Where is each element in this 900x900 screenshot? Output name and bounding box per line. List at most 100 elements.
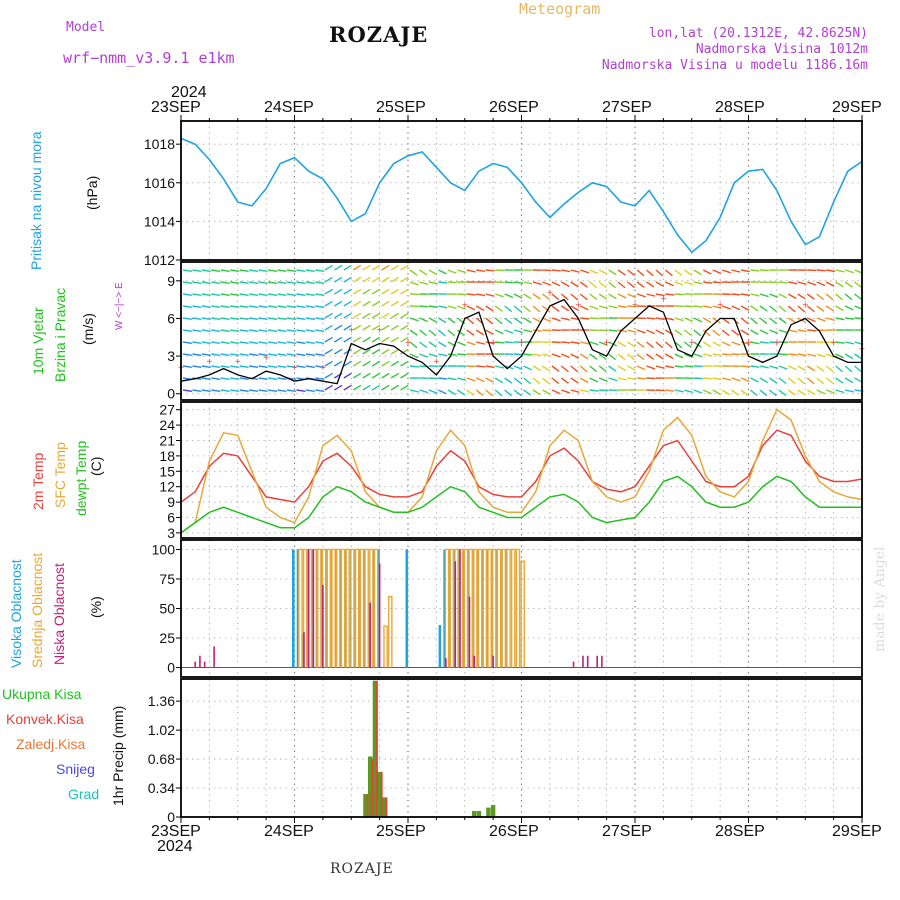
wind-arrow (438, 353, 448, 357)
wind-gust-mark: + (604, 338, 610, 349)
wind-arrow (438, 269, 447, 275)
wind-arrow (333, 300, 343, 307)
wind-arrow (239, 389, 249, 393)
year-bottom: 2024 (157, 838, 193, 855)
wind-arrow (258, 317, 268, 321)
wind-arrow (665, 293, 675, 296)
wind-arrow (844, 389, 855, 393)
wind-arrow (835, 341, 845, 344)
wind-arrow (296, 293, 306, 297)
wind-arrow (268, 341, 278, 345)
wind-arrow (428, 281, 438, 285)
low-cloud-bar (322, 584, 324, 668)
mid-cloud-bar (492, 548, 497, 668)
wind-arrow (750, 269, 760, 272)
y-tick-label: 15 (159, 463, 175, 479)
wind-arrow (438, 317, 447, 324)
wind-arrow (466, 269, 476, 273)
wind-arrow (560, 365, 569, 373)
wind-arrow (589, 365, 598, 373)
wind-arrow (598, 377, 608, 382)
wind-arrow (362, 264, 371, 271)
wind-arrow (211, 365, 221, 369)
wind-arrow (268, 389, 278, 393)
date-bottom-4: 27SEP (602, 823, 652, 840)
wind-arrow (570, 281, 579, 288)
coordinates: lon,lat (20.1312E, 42.8625N) (648, 26, 868, 41)
wind-arrow (286, 281, 297, 285)
wind-arrow (343, 336, 352, 343)
wind-arrow (296, 329, 306, 333)
wind-arrow (192, 353, 202, 357)
wind-arrow (286, 353, 297, 357)
wind-arrow (495, 341, 505, 344)
wind-arrow (494, 317, 503, 325)
wind-arrow (296, 269, 306, 273)
wind-arrow (286, 269, 297, 273)
wind-arrow (371, 276, 381, 283)
wind-arrow (457, 353, 467, 356)
wind-arrow (589, 389, 599, 392)
wind-arrow (768, 317, 777, 325)
low-cloud-bar (473, 655, 476, 668)
wind-arrow (523, 389, 532, 396)
mid-cloud-bar (473, 548, 478, 668)
wind-arrow (560, 305, 570, 312)
wind-arrow (712, 281, 722, 284)
wind-arrow (268, 281, 278, 285)
wind-arrow (721, 329, 730, 337)
wind-arrow (674, 269, 683, 276)
wind-arrow (778, 281, 788, 284)
wind-arrow (315, 293, 325, 297)
wind-arrow (371, 336, 381, 343)
high-cloud-bar (462, 549, 465, 668)
wind-arrow (702, 341, 712, 348)
wind-arrow (693, 341, 702, 348)
wind-arrow (315, 353, 325, 357)
wind-arrow (466, 329, 475, 336)
y-tick-label: 1014 (144, 213, 175, 229)
wind-arrow (787, 377, 796, 385)
wind-arrow (683, 341, 692, 349)
wind-arrow (371, 300, 381, 307)
wind-arrow (315, 281, 325, 285)
wind-arrow (438, 305, 448, 309)
wind-speed-line (180, 298, 862, 385)
wind-arrow (277, 341, 287, 345)
wind-arrow (220, 377, 230, 381)
wind-arrow (400, 288, 409, 295)
wind-gust-mark: + (746, 338, 752, 349)
wind-arrow (249, 269, 259, 273)
wind-arrow (239, 317, 249, 321)
wind-arrow (447, 377, 457, 381)
wind-arrow (532, 293, 541, 300)
wind-arrow (797, 377, 806, 385)
wind-arrow (201, 281, 211, 285)
mid-cloud-bar (506, 548, 511, 668)
wind-arrow (523, 281, 533, 285)
wind-arrow (627, 377, 637, 381)
wind-arrow (400, 336, 409, 343)
wind-arrow (797, 353, 807, 357)
wind-arrow (268, 353, 278, 357)
wind-arrow (835, 353, 844, 359)
wind-arrow (513, 365, 523, 370)
wind-arrow (258, 341, 268, 345)
wind-arrow (589, 353, 598, 360)
wind-arrow (532, 281, 542, 286)
wind-arrow (457, 293, 467, 296)
wind-arrow (579, 365, 588, 373)
wind-arrow (797, 329, 807, 333)
wind-arrow (371, 324, 381, 331)
wind-arrow (324, 300, 333, 307)
wind-arrow (324, 288, 333, 295)
mid-cloud-bar (302, 548, 308, 668)
wind-arrow (352, 324, 362, 331)
wind-arrow (371, 288, 381, 295)
wind-arrow (513, 281, 524, 284)
wind-arrow (258, 377, 268, 381)
wind-arrow (466, 341, 476, 346)
high-cloud-bar (481, 549, 484, 668)
wind-arrow (693, 353, 703, 358)
